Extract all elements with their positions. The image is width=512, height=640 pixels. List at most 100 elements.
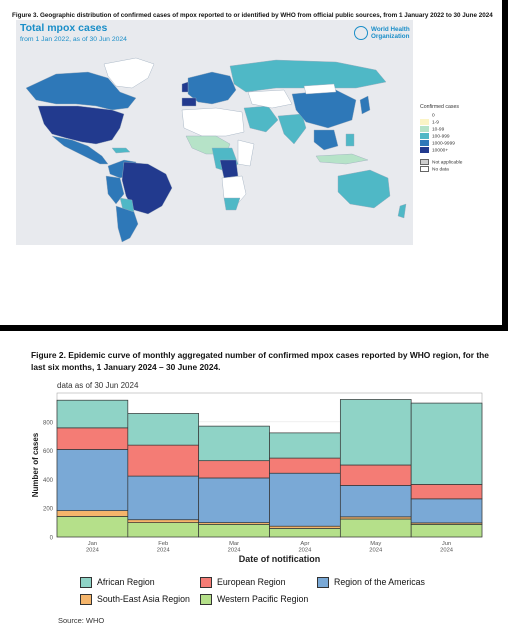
bar-segment [339,399,412,466]
x-tick-label: May [370,541,381,547]
map-legend-item: 10000+ [420,147,462,154]
chart-legend-swatch [80,594,92,606]
chart-legend-item: Region of the Americas [317,576,425,589]
map-legend-swatch [420,133,429,139]
bar-segment [127,522,200,538]
map-figure-panel: Figure 3. Geographic distribution of con… [0,0,508,331]
map-legend-swatch [420,166,429,172]
map-usa [37,105,125,145]
bar-segment [269,472,341,527]
y-axis-label: Number of cases [31,432,40,497]
chart-subtitle: data as of 30 Jun 2024 [57,381,139,390]
y-tick-label: 800 [43,420,54,426]
map-legend-label: No data [432,167,449,173]
figure-2-caption: Figure 2. Epidemic curve of monthly aggr… [31,350,489,372]
map-south-africa [223,197,241,211]
bar-segment [269,528,341,538]
map-legend-title: Confirmed cases [420,104,459,110]
bar-segment [339,464,412,486]
map-mexico [51,135,109,165]
who-logo-line-1: World Health [371,26,410,33]
bar-segment [339,518,412,538]
map-legend-item: 100-999 [420,133,462,140]
map-title: Total mpox cases [20,22,108,34]
x-tick-label: Feb [158,541,168,547]
x-axis-label: Date of notification [239,554,321,564]
bar-segment [56,449,129,511]
bar-segment [339,485,412,518]
y-tick-label: 600 [43,449,54,455]
map-legend-swatch [420,140,429,146]
chart-legend-label: Western Pacific Region [217,594,309,604]
bar-segment [269,432,341,459]
map-greenland [103,57,155,89]
map-philippines [345,133,355,147]
map-legend-label: Not applicable [432,160,463,166]
map-legend-item: 1000-9999 [420,140,462,147]
x-tick-label: 2024 [157,548,171,554]
chart-legend-swatch [80,577,92,589]
map-north-africa [181,107,245,137]
chart-legend-item: European Region [200,576,286,589]
map-legend-item: 1-9 [420,119,462,126]
map-legend-label: 10-99 [432,127,445,133]
map-legend-extra-item: No data [420,166,462,173]
bar-segment [56,516,129,538]
map-peru [105,175,125,205]
bar-segment [56,510,129,517]
world-map [25,57,407,243]
x-tick-label: 2024 [86,548,100,554]
epidemic-curve-chart: data as of 30 Jun 2024 0 200 400 600 800Numbe… [31,381,483,564]
bar-segment [56,427,129,450]
map-legend-swatch [420,126,429,132]
chart-legend-label: European Region [217,577,286,587]
x-tick-label: Mar [229,541,239,547]
map-india [277,113,307,145]
map-se-asia [313,129,339,151]
map-central-asia [247,89,293,109]
y-tick-label: 200 [43,507,54,513]
map-subtitle: from 1 Jan 2022, as of 30 Jun 2024 [20,36,127,43]
map-argentina [115,205,139,243]
bar-segment [127,444,200,477]
chart-legend-label: Region of the Americas [334,577,425,587]
x-tick-label: Apr [300,541,309,547]
map-legend-label: 10000+ [432,148,449,154]
bar-segment [127,519,200,523]
map-russia [229,59,387,93]
x-tick-label: 2024 [440,548,454,554]
chart-legend-item: African Region [80,576,155,589]
bar-segment [269,457,341,474]
bar-segment [127,475,200,521]
y-tick-label: 0 [50,536,54,542]
bar-segment [410,498,483,524]
x-tick-label: Jun [442,541,451,547]
chart-legend-item: Western Pacific Region [200,593,309,606]
bar-segment [56,399,129,429]
bar-segment [127,413,200,446]
map-caribbean [111,147,131,154]
map-card: Total mpox cases from 1 Jan 2022, as of … [16,20,413,245]
map-uk [181,81,189,93]
x-tick-label: Jan [88,541,97,547]
chart-legend-swatch [317,577,329,589]
source-note: Source: WHO [58,616,105,625]
figure-3-caption: Figure 3. Geographic distribution of con… [12,12,493,19]
map-legend-swatch [420,147,429,153]
map-legend-extra-item: Not applicable [420,159,462,166]
map-japan [359,95,371,115]
chart-legend-swatch [200,594,212,606]
x-tick-label: 2024 [298,548,312,554]
map-legend-swatch [420,112,429,118]
y-tick-label: 400 [43,478,54,484]
bar-segment [410,523,483,538]
map-east-africa [237,139,255,167]
map-legend: Confirmed cases 0 1-9 10-99 100-999 1000-999… [420,104,462,173]
map-legend-label: 0 [432,113,435,119]
x-tick-label: 2024 [369,548,383,554]
bar-segment [198,460,270,479]
map-brazil [121,161,173,215]
map-legend-label: 1-9 [432,120,439,126]
who-logo: World Health Organization [354,26,414,48]
bar-segment [198,523,270,538]
